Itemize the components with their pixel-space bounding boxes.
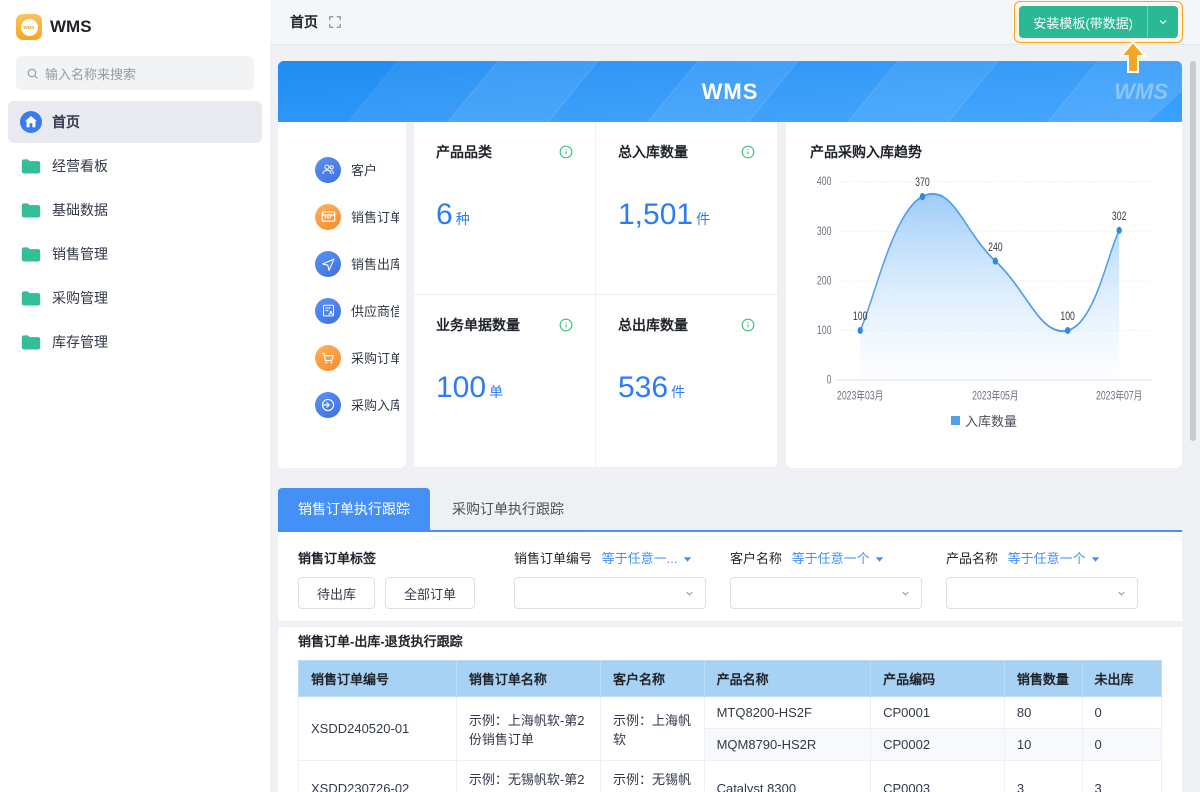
svg-text:100: 100 [853, 311, 868, 323]
svg-text:100: 100 [817, 325, 832, 337]
svg-text:2023年03月: 2023年03月 [837, 388, 883, 403]
svg-text:370: 370 [915, 177, 930, 189]
svg-text:0: 0 [827, 375, 832, 387]
svg-text:2023年07月: 2023年07月 [1096, 388, 1142, 403]
svg-text:300: 300 [817, 226, 832, 238]
svg-text:302: 302 [1112, 211, 1127, 223]
svg-text:240: 240 [988, 242, 1003, 254]
svg-text:2023年05月: 2023年05月 [972, 388, 1018, 403]
svg-text:400: 400 [817, 176, 832, 188]
svg-text:100: 100 [1060, 311, 1075, 323]
svg-text:200: 200 [817, 275, 832, 287]
